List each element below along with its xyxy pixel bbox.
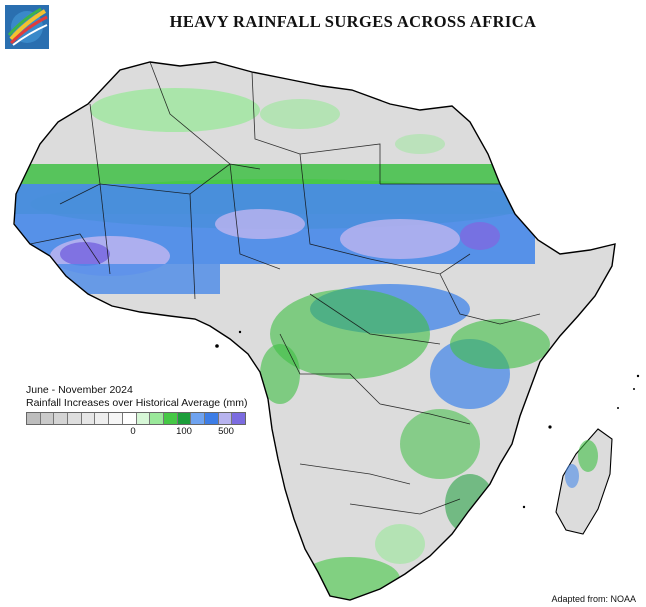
legend-tick-100: 100 xyxy=(176,426,192,437)
legend-tick-500: 500 xyxy=(218,426,234,437)
source-credit: Adapted from: NOAA xyxy=(551,594,636,604)
legend-swatch xyxy=(54,413,69,424)
legend-swatch xyxy=(40,413,55,424)
legend-swatch xyxy=(68,413,82,424)
legend-swatch xyxy=(150,413,164,424)
rainfall-anomaly-layer xyxy=(14,88,550,600)
legend-color-bar xyxy=(26,412,246,425)
map-legend: June - November 2024 Rainfall Increases … xyxy=(26,384,248,437)
legend-swatch xyxy=(136,413,151,424)
country-borders xyxy=(29,61,541,515)
legend-swatch xyxy=(232,413,245,424)
africa-rainfall-map xyxy=(13,61,640,601)
madagascar xyxy=(555,428,613,535)
legend-swatch xyxy=(204,413,219,424)
legend-swatch xyxy=(122,413,137,424)
logo-icon xyxy=(5,5,49,49)
legend-swatch xyxy=(27,413,41,424)
legend-swatch xyxy=(177,413,192,424)
legend-swatch xyxy=(109,413,123,424)
legend-swatch xyxy=(218,413,233,424)
legend-description: Rainfall Increases over Historical Avera… xyxy=(26,396,248,409)
legend-swatch xyxy=(81,413,96,424)
legend-swatch xyxy=(191,413,205,424)
legend-ticks: 0 100 500 xyxy=(26,425,246,437)
island-dots xyxy=(215,330,640,509)
legend-period: June - November 2024 xyxy=(26,384,133,396)
legend-swatch xyxy=(163,413,178,424)
legend-swatch xyxy=(95,413,110,424)
map-title: HEAVY RAINFALL SURGES ACROSS AFRICA xyxy=(169,12,537,31)
legend-tick-0: 0 xyxy=(130,426,136,437)
